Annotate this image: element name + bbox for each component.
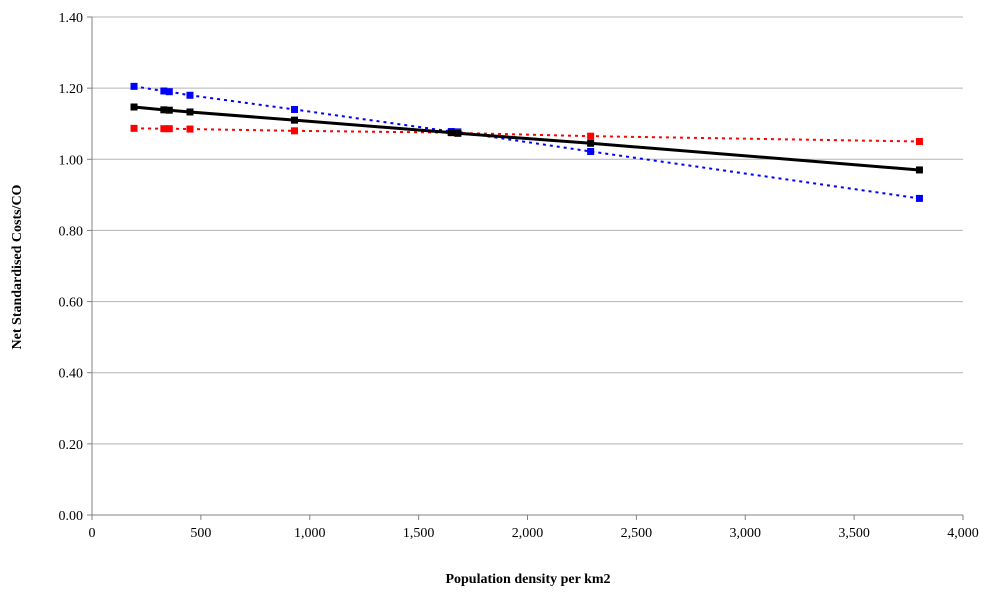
data-point-marker: [186, 91, 194, 99]
data-point-marker: [165, 125, 173, 133]
x-axis-title: Population density per km2: [445, 572, 610, 587]
x-tick-label: 4,000: [947, 526, 979, 541]
series-blue: [130, 82, 923, 202]
x-tick-label: 500: [190, 526, 211, 541]
x-tick-label: 1,000: [294, 526, 326, 541]
y-tick-label: 1.20: [59, 82, 84, 97]
x-tick-label: 2,000: [512, 526, 544, 541]
series-red: [130, 124, 923, 145]
data-point-marker: [160, 87, 168, 95]
data-point-marker: [587, 132, 595, 140]
data-point-marker: [291, 105, 299, 113]
x-tick-label: 0: [89, 526, 96, 541]
tick-labels: 0.00 0.20 0.40 0.60 0.80 1.00 1.20 1.40 0 500 1,00…: [59, 11, 979, 541]
series-line: [133, 85, 920, 200]
data-point-marker: [915, 138, 923, 145]
y-tick-label: 0.80: [59, 224, 84, 239]
y-axis-title: Net Standardised Costs/CO: [10, 184, 25, 349]
data-point-marker: [291, 127, 299, 135]
x-tick-label: 2,500: [621, 526, 653, 541]
data-point-marker: [186, 108, 194, 116]
y-tick-label: 0.40: [59, 367, 84, 382]
data-point-marker: [915, 166, 923, 174]
x-tick-label: 3,000: [730, 526, 762, 541]
data-point-marker: [587, 147, 595, 155]
data-point-marker: [186, 125, 194, 133]
series-line: [133, 105, 920, 172]
data-point-marker: [130, 124, 138, 132]
series-black: [130, 103, 923, 174]
data-point-marker: [454, 129, 462, 137]
y-tick-label: 1.40: [59, 11, 84, 26]
data-point-marker: [160, 125, 168, 133]
axes: [87, 16, 964, 520]
data-point-marker: [165, 88, 173, 96]
y-tick-label: 0.00: [59, 509, 84, 524]
data-point-marker: [291, 116, 299, 124]
data-point-marker: [165, 106, 173, 114]
data-point-marker: [447, 129, 455, 137]
x-tick-label: 3,500: [838, 526, 870, 541]
x-tick-label: 1,500: [403, 526, 435, 541]
data-point-marker: [160, 106, 168, 114]
data-point-marker: [130, 82, 138, 90]
y-tick-label: 0.60: [59, 296, 84, 311]
y-tick-label: 0.20: [59, 438, 84, 453]
y-tick-label: 1.00: [59, 153, 84, 168]
data-point-marker: [915, 194, 923, 202]
gridlines: [92, 16, 963, 445]
series-group: [130, 82, 923, 202]
data-point-marker: [130, 103, 138, 111]
data-point-marker: [587, 139, 595, 147]
